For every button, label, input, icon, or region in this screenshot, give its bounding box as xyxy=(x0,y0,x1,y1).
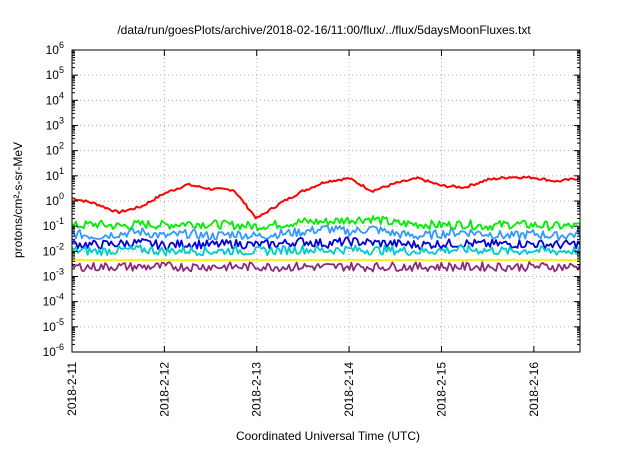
y-tick-label: 104 xyxy=(46,90,64,107)
y-tick-label: 10-4 xyxy=(43,292,64,309)
x-tick-labels: 2018-2-11 2018-2-12 2018-2-13 2018-2-14 2018… xyxy=(65,362,541,417)
series-line-1 xyxy=(71,175,581,220)
y-tick-label: 10-3 xyxy=(43,267,64,284)
x-tick-label: 2018-2-12 xyxy=(157,362,171,417)
axes xyxy=(71,49,581,353)
x-tick-label: 2018-2-15 xyxy=(434,362,448,417)
y-tick-label: 10-5 xyxy=(43,317,64,334)
series-line-5 xyxy=(71,244,581,257)
y-tick-label: 102 xyxy=(46,141,64,158)
x-tick-label: 2018-2-13 xyxy=(250,362,264,417)
y-tick-label: 10-6 xyxy=(43,342,64,359)
x-axis-label: Coordinated Universal Time (UTC) xyxy=(236,429,420,443)
x-tick-label: 2018-2-14 xyxy=(342,362,356,417)
series-line-6 xyxy=(71,258,581,262)
grid xyxy=(72,50,580,352)
y-tick-label: 100 xyxy=(46,191,64,208)
series-group xyxy=(71,175,581,273)
y-tick-label: 105 xyxy=(46,65,64,82)
y-tick-labels: 106 105 104 103 102 101 100 10-1 10-2 10-3 10-4 10-… xyxy=(43,40,64,359)
chart-title: /data/run/goesPlots/archive/2018-02-16/1… xyxy=(117,23,531,37)
series-line-2 xyxy=(71,215,581,232)
plot-frame xyxy=(71,49,581,353)
y-tick-label: 10-2 xyxy=(43,241,64,258)
series-line-4 xyxy=(71,236,581,251)
y-axis-label: protons/cm²-s-sr-MeV xyxy=(11,142,25,258)
y-tick-label: 106 xyxy=(46,40,64,57)
y-tick-label: 103 xyxy=(46,116,64,133)
series-line-7 xyxy=(71,261,581,273)
y-tick-label: 10-1 xyxy=(43,216,64,233)
x-tick-label: 2018-2-11 xyxy=(65,362,79,416)
series-line-3 xyxy=(71,224,581,242)
y-tick-label: 101 xyxy=(46,166,64,183)
x-tick-label: 2018-2-16 xyxy=(527,362,541,417)
